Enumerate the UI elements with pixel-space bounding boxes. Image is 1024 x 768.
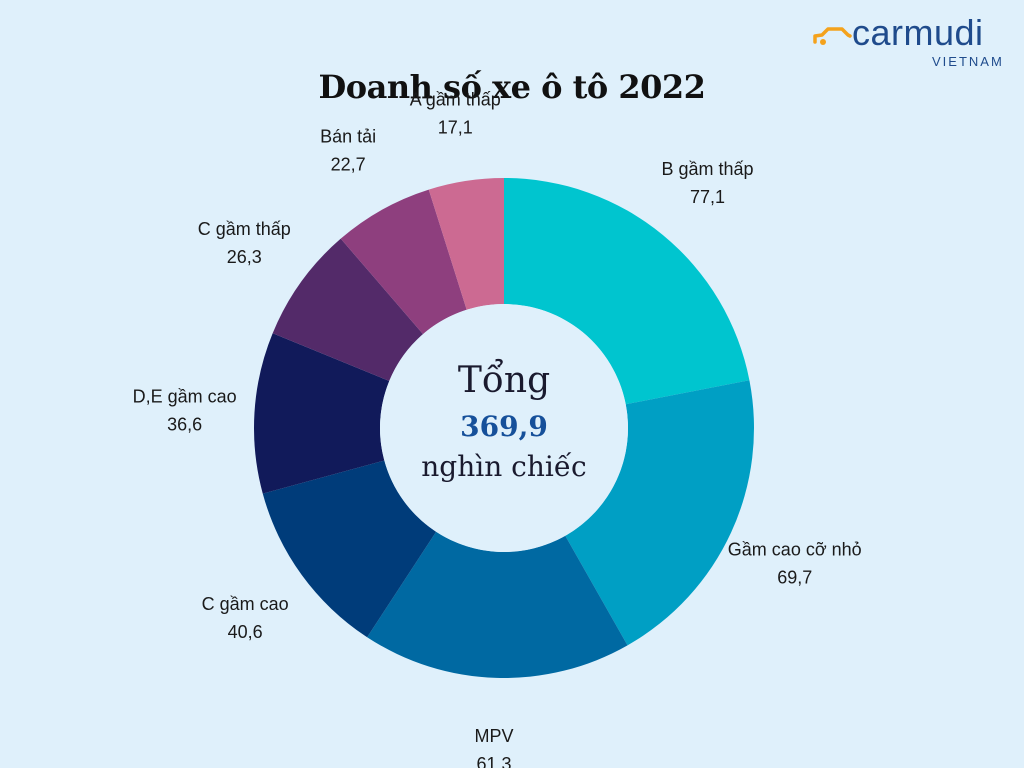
slice-3 bbox=[262, 460, 437, 638]
slice-value-1: 69,7 bbox=[777, 568, 812, 588]
slice-label-4: D,E gầm cao bbox=[133, 386, 237, 406]
center-unit-label: nghìn chiếc bbox=[421, 450, 586, 483]
logo-subtitle: VIETNAM bbox=[932, 54, 1004, 69]
slice-4 bbox=[254, 333, 390, 494]
slice-value-5: 26,3 bbox=[227, 247, 262, 267]
slice-2 bbox=[367, 531, 628, 679]
slice-label-3: C gầm cao bbox=[202, 594, 289, 614]
center-total-value: 369,9 bbox=[460, 410, 548, 443]
car-icon bbox=[813, 27, 852, 45]
slice-1 bbox=[565, 380, 754, 646]
slice-7 bbox=[428, 178, 504, 310]
slice-label-0: B gầm thấp bbox=[661, 159, 753, 179]
slice-label-7: A gầm thấp bbox=[410, 90, 501, 110]
center-total-label: Tổng bbox=[458, 359, 550, 401]
slice-label-1: Gầm cao cỡ nhỏ bbox=[728, 540, 862, 560]
chart-title: Doanh số xe ô tô 2022 bbox=[318, 68, 706, 106]
carmudi-logo: carmudi VIETNAM bbox=[812, 12, 1012, 74]
slice-label-6: Bán tải bbox=[320, 127, 376, 147]
slice-value-7: 17,1 bbox=[438, 118, 473, 138]
slice-0 bbox=[504, 178, 750, 405]
slice-6 bbox=[340, 189, 467, 335]
slice-label-2: MPV bbox=[474, 726, 513, 746]
slice-value-6: 22,7 bbox=[331, 155, 366, 175]
slice-label-5: C gầm thấp bbox=[198, 219, 291, 239]
logo-wordmark: carmudi bbox=[852, 12, 984, 53]
slice-value-3: 40,6 bbox=[228, 622, 263, 642]
slice-value-0: 77,1 bbox=[690, 187, 725, 207]
slice-value-4: 36,6 bbox=[167, 414, 202, 434]
donut-hole bbox=[380, 304, 628, 552]
slice-value-2: 61,3 bbox=[476, 754, 511, 768]
slice-5 bbox=[272, 238, 424, 381]
